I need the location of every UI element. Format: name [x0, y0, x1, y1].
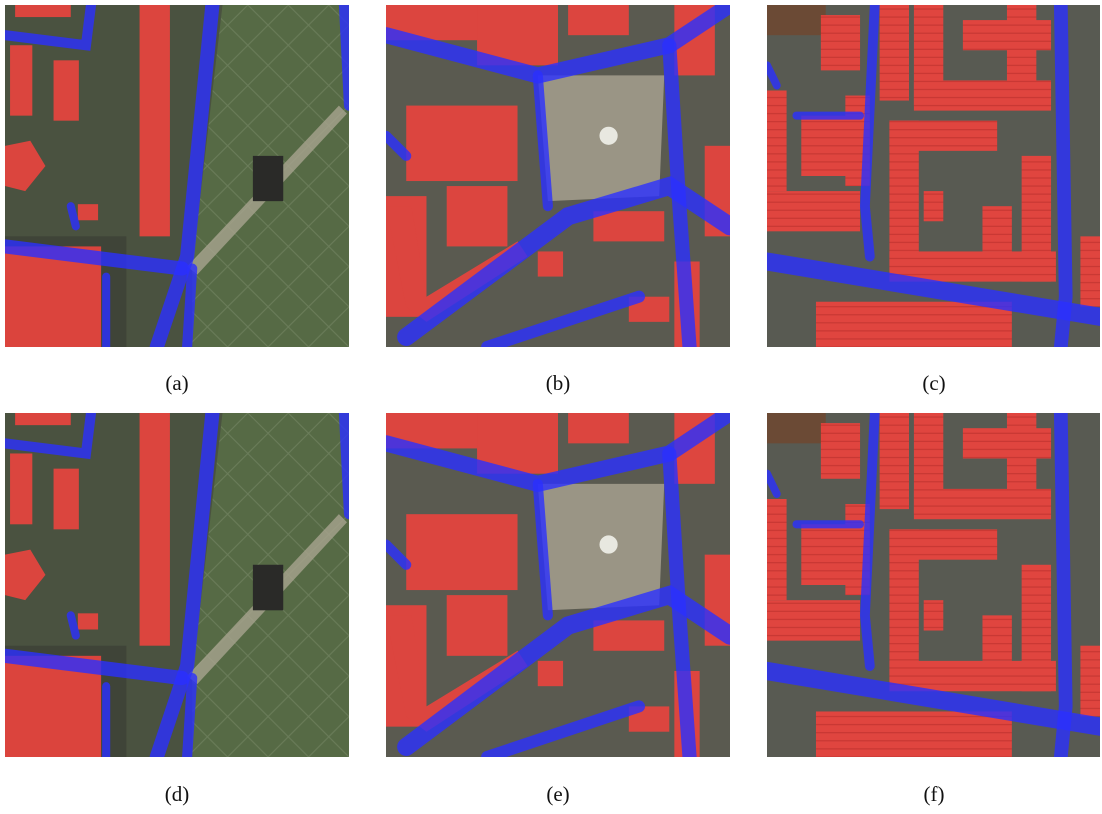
- caption: (e): [546, 782, 570, 806]
- image-panel: [5, 5, 349, 347]
- image-panel: [386, 5, 730, 347]
- image-panel: [5, 413, 349, 757]
- caption: (a): [165, 371, 189, 395]
- image-panel: [386, 413, 730, 757]
- caption: (d): [164, 782, 190, 806]
- caption: (b): [545, 371, 571, 395]
- caption: (c): [922, 371, 946, 395]
- caption: (f): [923, 782, 945, 806]
- image-panel: [767, 413, 1100, 757]
- image-panel: [767, 5, 1100, 347]
